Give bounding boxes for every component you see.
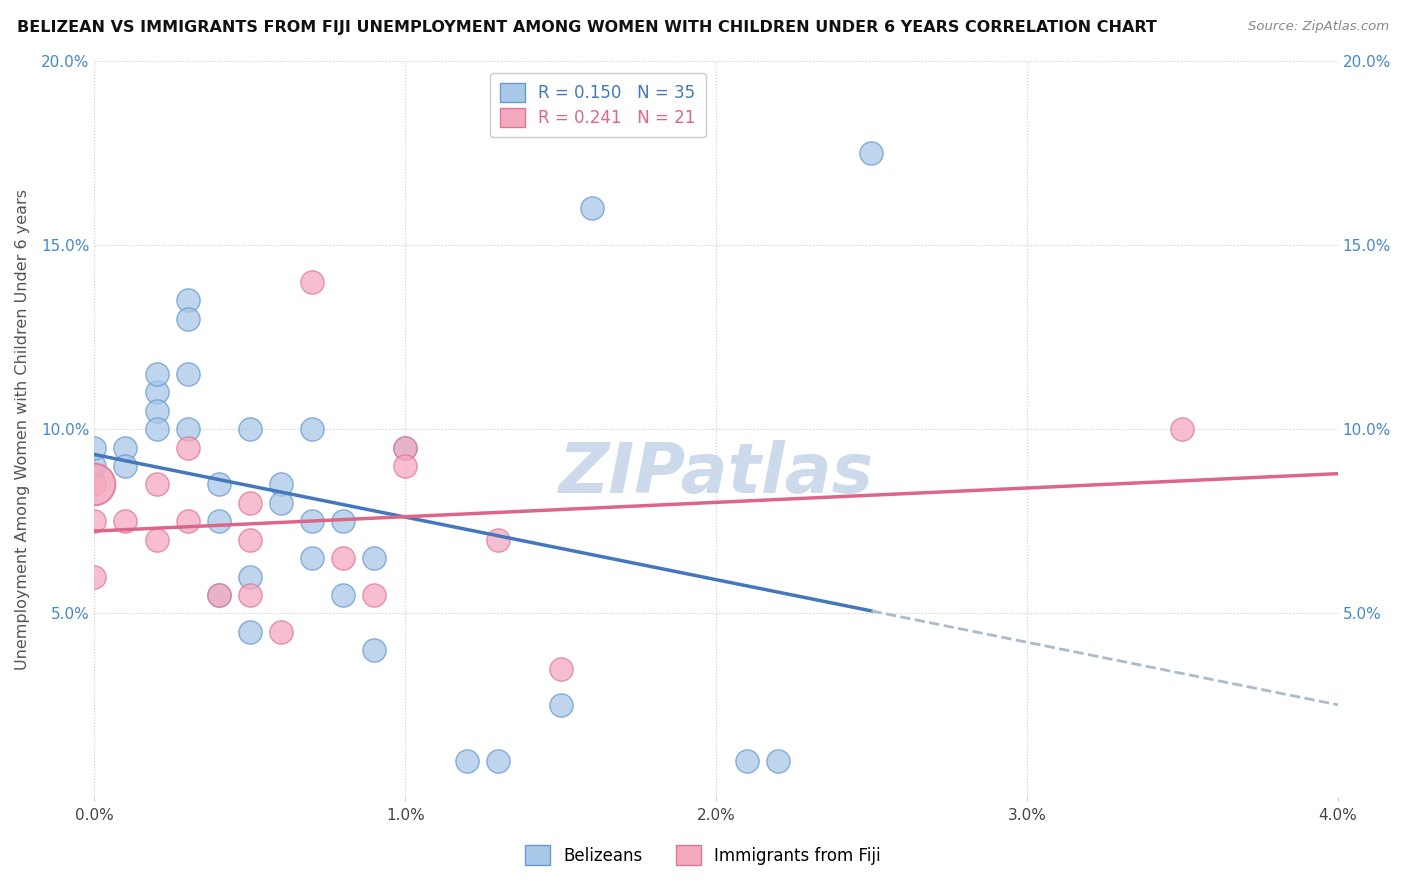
Point bbox=[239, 624, 262, 639]
Point bbox=[301, 422, 323, 436]
Point bbox=[1171, 422, 1194, 436]
Text: Source: ZipAtlas.com: Source: ZipAtlas.com bbox=[1249, 20, 1389, 33]
Point bbox=[176, 514, 198, 528]
Point bbox=[83, 569, 105, 583]
Point bbox=[176, 441, 198, 455]
Point bbox=[83, 458, 105, 473]
Point bbox=[176, 311, 198, 326]
Point bbox=[581, 202, 603, 216]
Point bbox=[208, 514, 231, 528]
Point bbox=[332, 514, 354, 528]
Point bbox=[363, 588, 385, 602]
Point bbox=[363, 643, 385, 657]
Point bbox=[145, 367, 167, 381]
Point bbox=[332, 551, 354, 566]
Point bbox=[145, 404, 167, 418]
Point bbox=[488, 533, 510, 547]
Point bbox=[239, 533, 262, 547]
Point bbox=[83, 514, 105, 528]
Point bbox=[239, 588, 262, 602]
Point bbox=[456, 754, 478, 768]
Point bbox=[394, 458, 416, 473]
Point bbox=[735, 754, 758, 768]
Point bbox=[394, 441, 416, 455]
Point bbox=[270, 624, 292, 639]
Point bbox=[114, 458, 136, 473]
Point bbox=[860, 146, 883, 161]
Point bbox=[145, 477, 167, 491]
Point bbox=[270, 477, 292, 491]
Point bbox=[488, 754, 510, 768]
Point bbox=[176, 367, 198, 381]
Point bbox=[768, 754, 790, 768]
Point bbox=[114, 514, 136, 528]
Point bbox=[239, 569, 262, 583]
Point bbox=[301, 514, 323, 528]
Point bbox=[301, 275, 323, 289]
Point bbox=[83, 441, 105, 455]
Point bbox=[208, 588, 231, 602]
Point bbox=[145, 422, 167, 436]
Point bbox=[550, 698, 572, 713]
Point bbox=[239, 422, 262, 436]
Point bbox=[332, 588, 354, 602]
Point bbox=[363, 551, 385, 566]
Text: ZIPatlas: ZIPatlas bbox=[558, 440, 873, 507]
Y-axis label: Unemployment Among Women with Children Under 6 years: Unemployment Among Women with Children U… bbox=[15, 189, 30, 670]
Point bbox=[83, 477, 105, 491]
Point bbox=[145, 533, 167, 547]
Point bbox=[208, 477, 231, 491]
Point bbox=[145, 385, 167, 400]
Point bbox=[83, 477, 105, 491]
Point bbox=[176, 293, 198, 308]
Point bbox=[270, 496, 292, 510]
Legend: Belizeans, Immigrants from Fiji: Belizeans, Immigrants from Fiji bbox=[517, 837, 889, 873]
Point bbox=[176, 422, 198, 436]
Point bbox=[301, 551, 323, 566]
Point bbox=[394, 441, 416, 455]
Point bbox=[239, 496, 262, 510]
Point bbox=[114, 441, 136, 455]
Legend: R = 0.150   N = 35, R = 0.241   N = 21: R = 0.150 N = 35, R = 0.241 N = 21 bbox=[491, 73, 706, 137]
Text: BELIZEAN VS IMMIGRANTS FROM FIJI UNEMPLOYMENT AMONG WOMEN WITH CHILDREN UNDER 6 : BELIZEAN VS IMMIGRANTS FROM FIJI UNEMPLO… bbox=[17, 20, 1157, 35]
Point bbox=[550, 661, 572, 675]
Point bbox=[208, 588, 231, 602]
